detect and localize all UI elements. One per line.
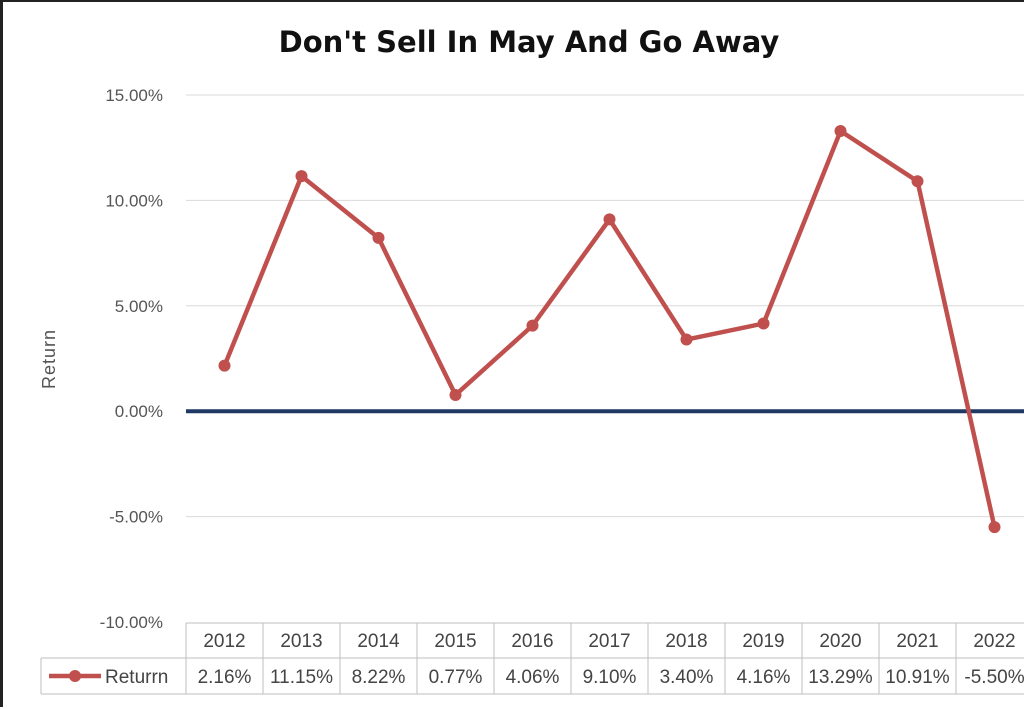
data-point-2015: [449, 388, 462, 401]
y-tick-label: 0.00%: [115, 402, 163, 421]
value-label-2015: 0.77%: [429, 667, 483, 688]
y-tick-label: -10.00%: [100, 613, 163, 632]
category-label-2013: 2013: [280, 631, 322, 652]
chart-title: Don't Sell In May And Go Away: [279, 25, 780, 59]
y-axis-label: Return: [39, 329, 59, 389]
data-point-2021: [911, 175, 924, 188]
category-label-2014: 2014: [357, 631, 400, 652]
category-label-2019: 2019: [742, 631, 784, 652]
y-tick-label: 15.00%: [105, 86, 163, 105]
series-points: [218, 125, 1001, 534]
value-label-2022: -5.50%: [964, 667, 1024, 688]
series-line-returrn: [222, 128, 997, 528]
value-label-2017: 9.10%: [583, 667, 637, 688]
category-label-2016: 2016: [511, 631, 553, 652]
category-label-2018: 2018: [665, 631, 707, 652]
data-table: 2012 2.16% 2013 11.15% 2014 8.22% 2015 0.77% 201…: [40, 622, 1024, 695]
category-label-2021: 2021: [896, 631, 938, 652]
y-tick-label: 10.00%: [105, 191, 163, 210]
gridlines: [186, 94, 1024, 518]
data-point-2014: [372, 231, 385, 244]
category-label-2015: 2015: [434, 631, 476, 652]
value-label-2013: 11.15%: [270, 667, 333, 688]
data-point-2013: [295, 170, 308, 183]
y-axis-ticks: 15.00% 10.00% 5.00% 0.00% -5.00% -10.00%: [100, 86, 163, 632]
category-label-2020: 2020: [819, 631, 861, 652]
legend-marker-swatch: [69, 670, 81, 682]
data-point-2012: [218, 359, 231, 372]
value-label-2018: 3.40%: [660, 667, 714, 688]
value-label-2021: 10.91%: [885, 667, 950, 688]
data-point-2017: [603, 213, 616, 226]
data-point-2020: [834, 125, 847, 138]
y-tick-label: -5.00%: [109, 508, 163, 527]
value-label-2014: 8.22%: [352, 667, 406, 688]
data-point-2022: [988, 521, 1001, 534]
value-label-2016: 4.06%: [506, 667, 560, 688]
data-point-2019: [757, 317, 770, 330]
value-label-2020: 13.29%: [808, 667, 873, 688]
y-tick-label: 5.00%: [115, 297, 163, 316]
category-label-2017: 2017: [588, 631, 630, 652]
legend-label: Returrn: [105, 667, 168, 688]
data-point-2016: [526, 319, 539, 332]
line-chart: Don't Sell In May And Go Away Return 15.…: [39, 25, 1024, 695]
series-line: [222, 128, 997, 528]
value-label-2012: 2.16%: [198, 667, 252, 688]
category-label-2012: 2012: [203, 631, 245, 652]
value-label-2019: 4.16%: [737, 667, 791, 688]
category-label-2022: 2022: [973, 631, 1015, 652]
data-point-2018: [680, 333, 693, 346]
